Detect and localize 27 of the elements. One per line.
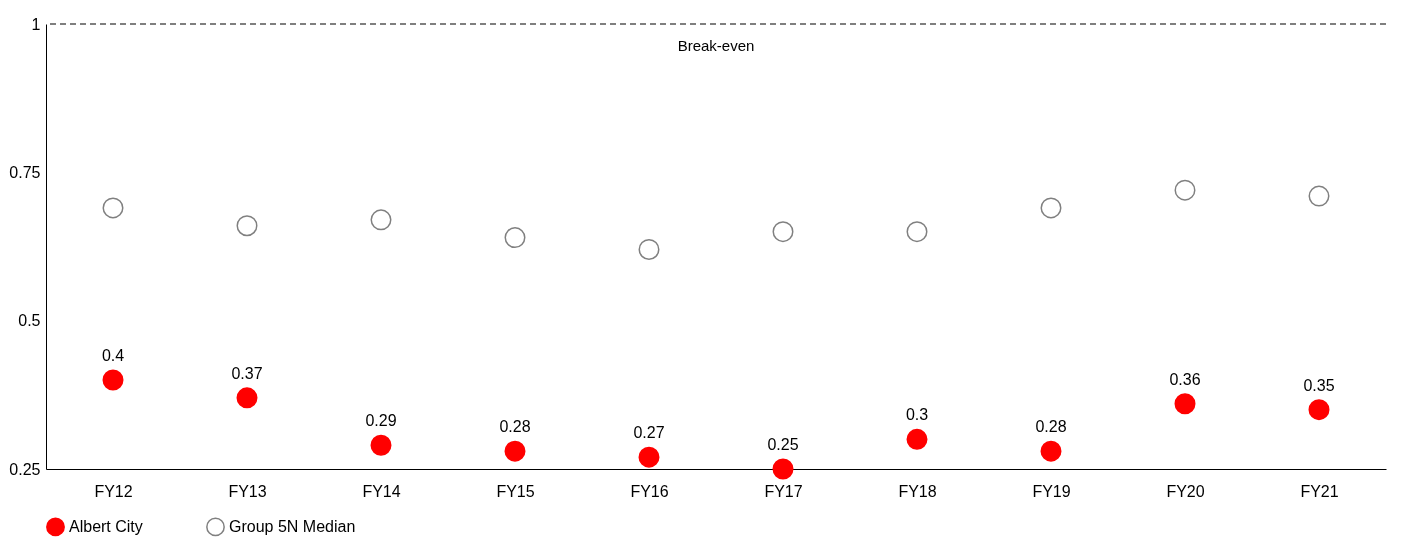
y-tick-label: 0.25 [9,460,41,478]
x-tick-label: FY13 [228,482,267,500]
x-tick-label: FY12 [94,482,133,500]
data-label: 0.28 [1035,418,1067,436]
legend-label: Group 5N Median [229,517,356,535]
data-label: 0.28 [499,418,531,436]
x-tick-label: FY21 [1300,482,1339,500]
data-label: 0.4 [101,347,125,364]
x-tick-label: FY15 [496,482,535,500]
data-label: 0.25 [767,436,799,453]
x-tick-label: FY18 [898,482,937,500]
data-label: 0.35 [1303,376,1335,394]
x-tick-label: FY19 [1032,482,1071,500]
data-label: 0.29 [365,412,397,430]
legend-label: Albert City [69,517,143,535]
y-tick-label: 1 [31,15,41,33]
x-tick-label: FY17 [764,482,803,500]
x-tick-label: FY14 [362,482,401,500]
data-label: 0.27 [633,424,665,442]
data-label: 0.37 [231,364,263,382]
ref-line-label: Break-even [677,37,755,54]
y-tick-label: 0.5 [18,312,41,330]
y-tick-label: 0.75 [9,163,41,181]
data-label: 0.3 [905,406,929,424]
x-tick-label: FY16 [630,482,669,500]
x-tick-label: FY20 [1166,482,1205,500]
data-label: 0.36 [1169,370,1201,388]
